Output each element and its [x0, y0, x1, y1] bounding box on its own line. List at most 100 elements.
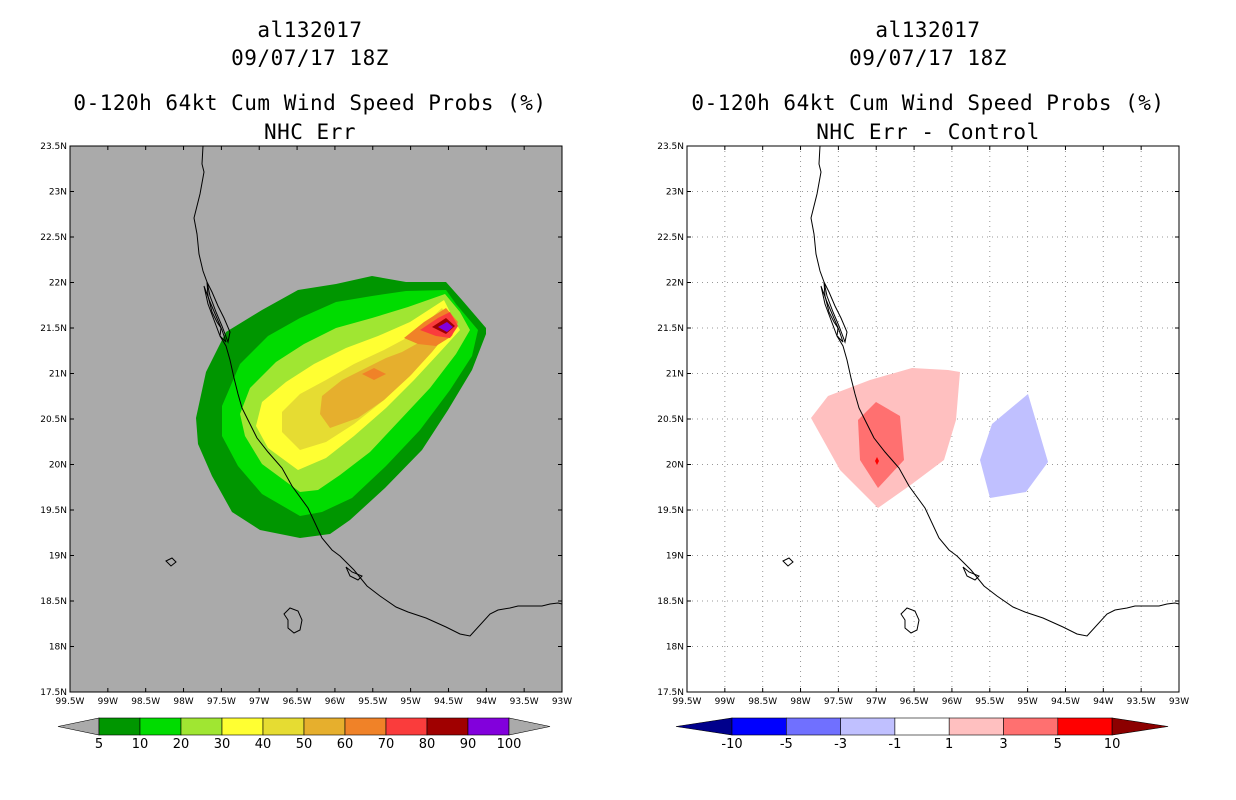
- colorbar-label: 20: [173, 737, 190, 752]
- lat-label: 18N: [49, 643, 67, 653]
- colorbar-segment: [385, 717, 428, 736]
- colorbar-label: -5: [780, 737, 793, 752]
- colorbar-label: 5: [1054, 737, 1062, 752]
- right-difference-contours: [782, 146, 1179, 637]
- lon-label: 96.5W: [900, 697, 929, 707]
- lon-label: 98W: [173, 697, 193, 707]
- lon-label: 94W: [1093, 697, 1113, 707]
- lon-label: 94W: [476, 697, 496, 707]
- lat-label: 19N: [666, 552, 684, 562]
- lon-label: 93W: [1169, 697, 1189, 707]
- lon-label: 99W: [715, 697, 735, 707]
- colorbar-label: 30: [214, 737, 231, 752]
- colorbar-segment: [840, 717, 896, 736]
- colorbar-label: 80: [419, 737, 436, 752]
- lat-label: 22.5N: [657, 233, 684, 243]
- lat-label: 18N: [666, 643, 684, 653]
- lon-label: 97.5W: [207, 697, 236, 707]
- lat-label: 18.5N: [657, 597, 684, 607]
- lon-label: 99W: [98, 697, 118, 707]
- lon-label: 99.5W: [56, 697, 85, 707]
- colorbar-label: 70: [378, 737, 395, 752]
- contour-diff-3-5: [858, 402, 904, 488]
- lon-label: 96W: [942, 697, 962, 707]
- left-product-title: 0-120h 64kt Cum Wind Speed Probs (%): [73, 91, 547, 115]
- colorbar-segment: [1057, 717, 1113, 736]
- lat-label: 22N: [666, 279, 684, 289]
- right-subtitle: NHC Err - Control: [816, 120, 1040, 144]
- lat-label: 19.5N: [40, 506, 67, 516]
- left-datetime: 09/07/17 18Z: [231, 46, 389, 70]
- right-product-title: 0-120h 64kt Cum Wind Speed Probs (%): [691, 91, 1165, 115]
- lat-label: 21.5N: [657, 324, 684, 334]
- colorbar-segment: [785, 717, 841, 736]
- lat-label: 23N: [49, 188, 67, 198]
- lat-label: 23.5N: [657, 142, 684, 152]
- colorbar-segment: [344, 717, 387, 736]
- lon-label: 98W: [790, 697, 810, 707]
- colorbar-label: 10: [132, 737, 149, 752]
- left-storm-id: al132017: [257, 18, 363, 42]
- colorbar-segment: [221, 717, 264, 736]
- colorbar-left-arrow: [57, 717, 100, 736]
- colorbar-label: -10: [721, 737, 742, 752]
- colorbar-label: 60: [337, 737, 354, 752]
- colorbar-label: 40: [255, 737, 272, 752]
- left-map-panel: 99.5W 99W 98.5W 98W 97.5W 97W 96.5W 96W 95.5W 95W…: [40, 142, 572, 707]
- colorbar-segment: [262, 717, 305, 736]
- colorbar-segment: [894, 717, 950, 736]
- lon-label: 97W: [866, 697, 886, 707]
- lat-label: 21N: [666, 370, 684, 380]
- right-colorbar: -10 -5 -3 -1 1 3 5 10: [675, 717, 1169, 752]
- lon-label: 96.5W: [283, 697, 312, 707]
- lon-label: 94.5W: [1051, 697, 1080, 707]
- lon-label: 93W: [552, 697, 572, 707]
- lat-label: 20N: [666, 461, 684, 471]
- colorbar-right-arrow: [508, 717, 551, 736]
- lat-label: 19.5N: [657, 506, 684, 516]
- colorbar-label: 1: [945, 737, 953, 752]
- right-datetime: 09/07/17 18Z: [849, 46, 1007, 70]
- right-storm-id: al132017: [875, 18, 981, 42]
- lon-label: 99.5W: [673, 697, 702, 707]
- left-colorbar: 5 10 20 30 40 50 60 70 80 90 100: [57, 717, 551, 752]
- lon-label: 95.5W: [358, 697, 387, 707]
- lat-label: 18.5N: [40, 597, 67, 607]
- colorbar-segment: [948, 717, 1004, 736]
- lon-label: 98.5W: [748, 697, 777, 707]
- lat-label: 23.5N: [40, 142, 67, 152]
- lon-label: 98.5W: [131, 697, 160, 707]
- colorbar-label: 100: [497, 737, 522, 752]
- colorbar-label: 3: [999, 737, 1007, 752]
- lon-label: 94.5W: [434, 697, 463, 707]
- lon-label: 96W: [325, 697, 345, 707]
- lat-label: 17.5N: [657, 688, 684, 698]
- lat-label: 20N: [49, 461, 67, 471]
- lat-label: 17.5N: [40, 688, 67, 698]
- lat-label: 19N: [49, 552, 67, 562]
- lon-label: 95W: [1017, 697, 1037, 707]
- lat-label: 21.5N: [40, 324, 67, 334]
- colorbar-segment: [180, 717, 223, 736]
- lon-label: 97W: [249, 697, 269, 707]
- lon-label: 93.5W: [510, 697, 539, 707]
- colorbar-right-arrow: [1111, 717, 1169, 736]
- colorbar-label: 10: [1104, 737, 1121, 752]
- contour-90-100: [438, 322, 453, 332]
- lat-label: 22.5N: [40, 233, 67, 243]
- colorbar-label: 50: [296, 737, 313, 752]
- contour-diff-5-10: [875, 457, 879, 465]
- right-map-panel: 99.5W 99W 98.5W 98W 97.5W 97W 96.5W 96W 95.5W 95W…: [657, 142, 1189, 707]
- lon-label: 95.5W: [975, 697, 1004, 707]
- contour-diff-minus1-minus3: [980, 394, 1048, 498]
- colorbar-label: 5: [95, 737, 103, 752]
- colorbar-label: -3: [834, 737, 847, 752]
- colorbar-segment: [467, 717, 510, 736]
- lat-label: 20.5N: [657, 415, 684, 425]
- lon-label: 97.5W: [824, 697, 853, 707]
- lat-label: 23N: [666, 188, 684, 198]
- colorbar-segment: [139, 717, 182, 736]
- colorbar-segment: [1003, 717, 1059, 736]
- colorbar-label: 90: [460, 737, 477, 752]
